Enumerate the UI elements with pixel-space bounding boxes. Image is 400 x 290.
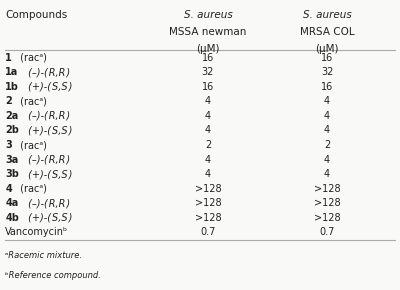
- Text: 0.7: 0.7: [320, 227, 335, 238]
- Text: ᵇReference compound.: ᵇReference compound.: [5, 271, 101, 280]
- Text: 4: 4: [5, 184, 12, 194]
- Text: (–)-( R,R ): (–)-( R,R ): [25, 111, 70, 121]
- Text: 4: 4: [324, 96, 330, 106]
- Text: ᵃRacemic mixture.: ᵃRacemic mixture.: [5, 251, 82, 260]
- Text: (+)-( S,S ): (+)-( S,S ): [25, 169, 72, 179]
- Text: Vancomycinᵇ: Vancomycinᵇ: [5, 227, 68, 238]
- Text: MSSA newman: MSSA newman: [169, 27, 247, 37]
- Text: 1b: 1b: [5, 82, 19, 92]
- Text: 3b: 3b: [5, 169, 19, 179]
- Text: 0.7: 0.7: [200, 227, 216, 238]
- Text: 3: 3: [5, 140, 12, 150]
- Text: >128: >128: [195, 184, 221, 194]
- Text: >128: >128: [314, 213, 340, 223]
- Text: >128: >128: [195, 213, 221, 223]
- Text: 32: 32: [202, 67, 214, 77]
- Text: S. aureus: S. aureus: [184, 10, 232, 20]
- Text: 16: 16: [321, 52, 333, 63]
- Text: (racᵃ): (racᵃ): [17, 96, 47, 106]
- Text: 32: 32: [321, 67, 333, 77]
- Text: 4: 4: [205, 125, 211, 135]
- Text: (racᵃ): (racᵃ): [17, 52, 47, 63]
- Text: 4: 4: [205, 155, 211, 165]
- Text: 2: 2: [5, 96, 12, 106]
- Text: 16: 16: [321, 82, 333, 92]
- Text: 1a: 1a: [5, 67, 19, 77]
- Text: 16: 16: [202, 82, 214, 92]
- Text: 4: 4: [324, 125, 330, 135]
- Text: 16: 16: [202, 52, 214, 63]
- Text: (+)-( S,S ): (+)-( S,S ): [25, 125, 72, 135]
- Text: 4: 4: [205, 169, 211, 179]
- Text: (racᵃ): (racᵃ): [17, 184, 47, 194]
- Text: (μM): (μM): [196, 44, 220, 55]
- Text: 4b: 4b: [5, 213, 19, 223]
- Text: MRSA COL: MRSA COL: [300, 27, 354, 37]
- Text: (+)-( S,S ): (+)-( S,S ): [25, 82, 72, 92]
- Text: Compounds: Compounds: [5, 10, 68, 20]
- Text: (–)-( R,R ): (–)-( R,R ): [25, 67, 70, 77]
- Text: 2b: 2b: [5, 125, 19, 135]
- Text: 1: 1: [5, 52, 12, 63]
- Text: 4: 4: [324, 169, 330, 179]
- Text: >128: >128: [314, 198, 340, 208]
- Text: (+)-( S,S ): (+)-( S,S ): [25, 213, 72, 223]
- Text: 2: 2: [324, 140, 330, 150]
- Text: (–)-( R,R ): (–)-( R,R ): [25, 155, 70, 165]
- Text: 3a: 3a: [5, 155, 19, 165]
- Text: 4a: 4a: [5, 198, 19, 208]
- Text: >128: >128: [195, 198, 221, 208]
- Text: 2a: 2a: [5, 111, 19, 121]
- Text: S. aureus: S. aureus: [303, 10, 352, 20]
- Text: (μM): (μM): [315, 44, 339, 55]
- Text: 4: 4: [324, 111, 330, 121]
- Text: 4: 4: [205, 111, 211, 121]
- Text: 4: 4: [205, 96, 211, 106]
- Text: 2: 2: [205, 140, 211, 150]
- Text: (racᵃ): (racᵃ): [17, 140, 47, 150]
- Text: 4: 4: [324, 155, 330, 165]
- Text: >128: >128: [314, 184, 340, 194]
- Text: (–)-( R,R ): (–)-( R,R ): [25, 198, 70, 208]
